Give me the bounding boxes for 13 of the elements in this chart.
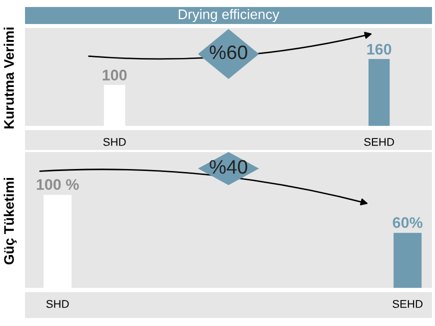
y-axis-title: Kurutma Verimi <box>4 28 14 128</box>
annotation: %60 <box>210 45 248 60</box>
data-label: 100 % <box>36 179 79 190</box>
x-tick-label: SEHD <box>364 138 394 146</box>
data-label: 60% <box>392 217 422 228</box>
text: %40 <box>210 160 248 174</box>
data-label: 100 <box>102 70 127 80</box>
x-tick-label: SEHD <box>392 300 422 308</box>
y-axis-title: Güç Tüketimi <box>4 178 17 264</box>
x-tick-label: SHD <box>103 138 126 146</box>
x-tick-label: SHD <box>46 300 69 308</box>
chart-title: Drying efficiency <box>178 9 280 22</box>
data-label: 160 <box>367 44 392 55</box>
